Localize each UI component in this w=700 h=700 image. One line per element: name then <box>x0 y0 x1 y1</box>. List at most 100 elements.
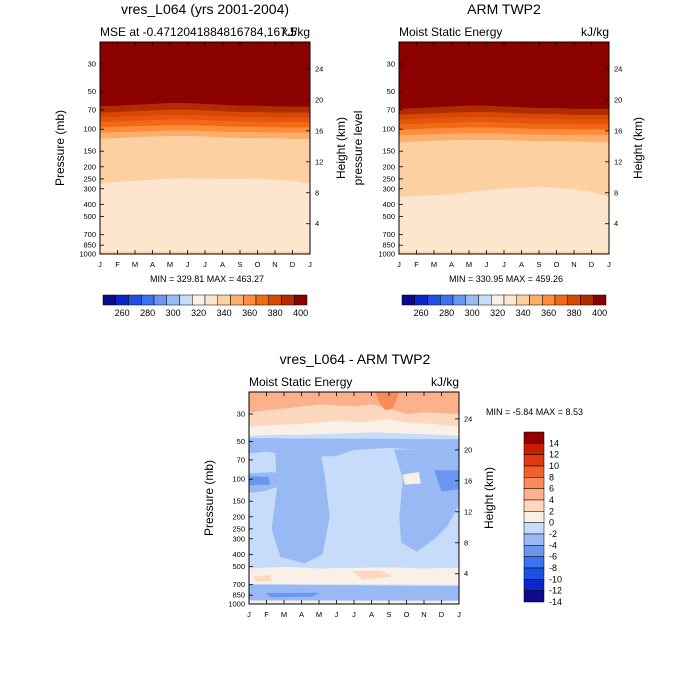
diff-lower-pos-4-jan <box>254 575 273 582</box>
month-tick-label: O <box>554 260 560 269</box>
month-tick-label: S <box>237 260 242 269</box>
colorbar-label: 380 <box>567 308 582 318</box>
pressure-tick-label: 300 <box>232 534 245 543</box>
colorbar-swatch <box>567 294 581 306</box>
diff-colorbar-swatch <box>523 454 545 467</box>
colorbar-swatch <box>593 294 607 306</box>
pressure-tick-label: 850 <box>83 241 96 250</box>
diff-lower-pos-4-jul <box>351 570 394 580</box>
month-tick-label: A <box>369 610 374 619</box>
diff-surface-neg-2 <box>249 584 459 604</box>
colorbar-swatch <box>115 294 129 306</box>
month-tick-label: M <box>466 260 472 269</box>
month-tick-label: M <box>431 260 437 269</box>
colorbar-label: 360 <box>541 308 556 318</box>
pressure-tick-label: 50 <box>237 437 245 446</box>
height-tick-label: 4 <box>614 219 618 228</box>
colorbar-label: 300 <box>465 308 480 318</box>
model-y-axis-label: Pressure (mb) <box>53 110 67 186</box>
colorbar-label: 300 <box>166 308 181 318</box>
colorbar-label: 320 <box>490 308 505 318</box>
height-tick-label: 16 <box>315 126 323 135</box>
pressure-tick-label: 30 <box>237 409 245 418</box>
pressure-tick-label: 850 <box>382 241 395 250</box>
height-tick-label: 24 <box>614 64 622 73</box>
month-tick-label: J <box>98 260 102 269</box>
colorbar-swatch <box>452 294 466 306</box>
pressure-tick-label: 400 <box>83 200 96 209</box>
obs-unit-label: kJ/kg <box>581 25 609 39</box>
model-unit-label: kJ/kg <box>282 25 310 39</box>
height-tick-label: 20 <box>315 95 323 104</box>
diff-colorbar-label: 8 <box>549 472 554 482</box>
diff-y2-axis-label: Height (km) <box>482 467 496 529</box>
colorbar-swatch <box>516 294 530 306</box>
obs-band-above-410 <box>399 42 609 110</box>
diff-colorbar-label: -2 <box>549 529 557 539</box>
colorbar-swatch <box>427 294 441 306</box>
pressure-tick-label: 1000 <box>228 600 245 609</box>
obs-contour-fill <box>399 42 609 254</box>
colorbar-swatch <box>281 294 295 306</box>
diff-colorbar-label: 4 <box>549 495 554 505</box>
month-tick-label: M <box>167 260 173 269</box>
pressure-tick-label: 500 <box>232 562 245 571</box>
diff-minmax: MIN = -5.84 MAX = 8.53 <box>486 407 583 417</box>
colorbar-swatch <box>217 294 231 306</box>
obs-panel: ARM TWP2 Moist Static Energy kJ/kg 30 50 7… <box>351 1 645 318</box>
height-tick-label: 24 <box>315 64 323 73</box>
diff-pos-blob-oct <box>402 472 421 485</box>
month-tick-label: J <box>397 260 401 269</box>
pressure-tick-label: 70 <box>387 105 395 114</box>
diff-neg-left-100mb-core <box>249 476 271 486</box>
pressure-tick-label: 250 <box>232 524 245 533</box>
height-tick-label: 12 <box>464 507 472 516</box>
pressure-tick-label: 250 <box>382 174 395 183</box>
colorbar-swatch <box>440 294 454 306</box>
height-tick-label: 16 <box>614 126 622 135</box>
height-tick-label: 8 <box>614 188 618 197</box>
diff-y-axis-label: Pressure (mb) <box>202 460 216 536</box>
month-tick-label: A <box>220 260 225 269</box>
model-band-340-350 <box>100 136 310 185</box>
colorbar-label: 340 <box>516 308 531 318</box>
pressure-tick-label: 300 <box>382 184 395 193</box>
diff-title: vres_L064 - ARM TWP2 <box>280 351 431 367</box>
pressure-tick-label: 100 <box>232 475 245 484</box>
diff-neg-right-100mb-core <box>434 470 459 492</box>
pressure-tick-label: 1000 <box>378 250 395 259</box>
colorbar-swatch <box>580 294 594 306</box>
pressure-tick-label: 30 <box>88 59 96 68</box>
model-title: vres_L064 (yrs 2001-2004) <box>121 1 289 17</box>
pressure-tick-label: 500 <box>83 212 96 221</box>
height-tick-label: 4 <box>464 569 468 578</box>
diff-colorbar-swatch <box>523 511 545 523</box>
pressure-tick-label: 100 <box>382 125 395 134</box>
diff-colorbar-label: 2 <box>549 506 554 516</box>
diff-colorbar-swatch <box>523 499 545 512</box>
colorbar-label: 260 <box>414 308 429 318</box>
colorbar-swatch <box>128 294 142 306</box>
diff-colorbar-label: 14 <box>549 438 559 448</box>
diff-colorbar-label: -14 <box>549 597 562 607</box>
pressure-tick-label: 400 <box>382 200 395 209</box>
diff-colorbar-swatch <box>523 590 545 603</box>
diff-colorbar-swatch <box>523 431 545 444</box>
colorbar-swatch <box>243 294 257 306</box>
pressure-tick-label: 1000 <box>79 250 96 259</box>
pressure-tick-label: 200 <box>83 162 96 171</box>
diff-left-label: Moist Static Energy <box>249 375 352 389</box>
pressure-tick-label: 150 <box>382 147 395 156</box>
colorbar-swatch <box>166 294 180 306</box>
pressure-tick-label: 200 <box>382 162 395 171</box>
pressure-tick-label: 150 <box>232 497 245 506</box>
colorbar-swatch <box>503 294 517 306</box>
month-tick-label: J <box>247 610 251 619</box>
pressure-tick-label: 300 <box>83 184 96 193</box>
month-tick-label: D <box>290 260 296 269</box>
month-tick-label: A <box>150 260 155 269</box>
colorbar-swatch <box>491 294 505 306</box>
diff-colorbar-label: 0 <box>549 518 554 528</box>
colorbar-label: 360 <box>242 308 257 318</box>
